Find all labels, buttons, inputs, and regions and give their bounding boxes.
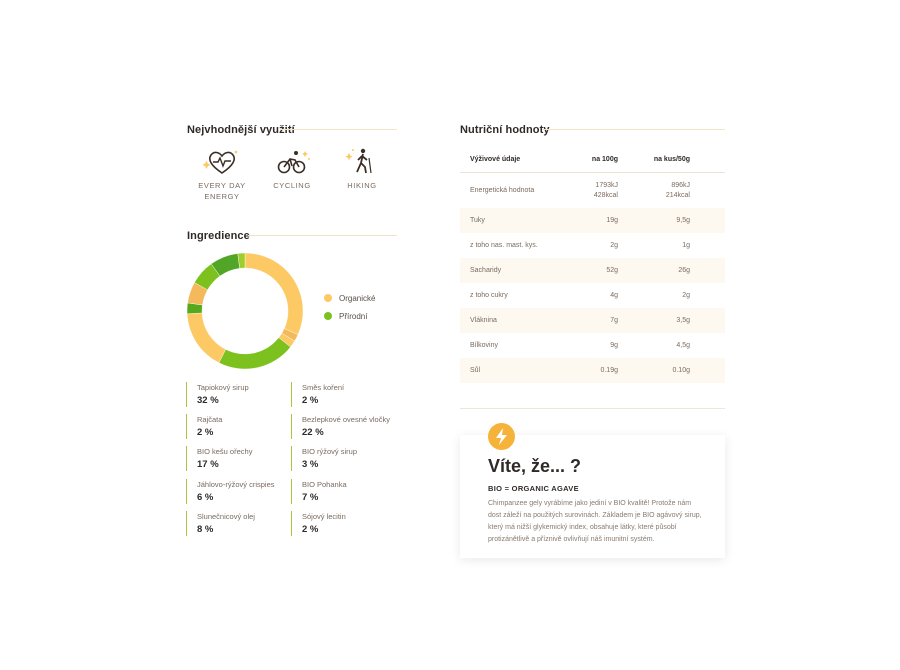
nutrition-row: Bílkoviny 9g 4,5g	[460, 333, 725, 358]
nutrition-row-kus: 26g	[678, 267, 690, 274]
cyclist-icon	[277, 151, 310, 174]
ingredient-item: Sójový lecitin 2 %	[291, 511, 346, 536]
nutrition-header-kus: na kus/50g	[653, 156, 690, 163]
ingredient-percent: 17 %	[197, 459, 219, 470]
ingredient-item: BIO rýžový sirup 3 %	[291, 446, 357, 471]
nutrition-row-kus: 896kJ	[671, 182, 690, 189]
ingredient-percent: 2 %	[197, 427, 214, 438]
ingredient-name: BIO Pohanka	[302, 480, 347, 489]
nutrition-row-kus: 3,5g	[676, 317, 690, 324]
legend-label-natural: Přírodní	[339, 312, 368, 321]
ingredient-name: Slunečnicový olej	[197, 512, 255, 521]
nutrition-row: z toho cukry 4g 2g	[460, 283, 725, 308]
nutrition-row: Sůl 0.19g 0.10g	[460, 358, 725, 383]
nutrition-row-100g: 9g	[610, 342, 618, 349]
usage-label-hiking: HIKING	[347, 181, 377, 190]
ingredient-percent: 7 %	[302, 492, 319, 503]
ingredient-item: Rajčata 2 %	[186, 414, 222, 439]
ingredient-name: Tapiokový sirup	[197, 383, 249, 392]
ingredient-percent: 6 %	[197, 492, 214, 503]
ingredients-title: Ingredience	[187, 230, 250, 242]
nutrition-row-100g: 52g	[606, 267, 618, 274]
nutrition-row-label: Energetická hodnota	[470, 187, 535, 194]
ingredient-name: Směs koření	[302, 383, 345, 392]
ingredient-item: BIO kešu ořechy 17 %	[186, 446, 252, 471]
legend-dot-natural	[324, 312, 332, 320]
nutrition-row-label: Vláknina	[470, 317, 497, 324]
nutrition-row-label: Sacharidy	[470, 267, 502, 274]
card-title: Víte, že... ?	[488, 456, 582, 476]
nutrition-row: Sacharidy 52g 26g	[460, 258, 725, 283]
lightning-icon	[488, 423, 515, 450]
nutrition-row-label: Sůl	[470, 367, 481, 374]
ingredients-rule	[248, 235, 397, 236]
nutrition-row-label: z toho nas. mast. kys.	[470, 242, 538, 249]
did-you-know-card: Víte, že... ? BIO = ORGANIC AGAVE Chimpa…	[460, 423, 725, 558]
ingredient-name: BIO rýžový sirup	[302, 447, 358, 456]
nutrition-row: Tuky 19g 9,5g	[460, 208, 725, 233]
ingredient-percent: 2 %	[302, 524, 319, 535]
ingredient-name: Sójový lecitin	[302, 512, 346, 521]
card-subtitle: BIO = ORGANIC AGAVE	[488, 484, 579, 493]
ingredient-item: BIO Pohanka 7 %	[291, 479, 347, 504]
donut-slice	[186, 312, 226, 364]
ingredient-item: Bezlepkové ovesné vločky 22 %	[291, 414, 390, 439]
nutrition-row-100g: 1793kJ	[595, 182, 618, 189]
usage-item-hiking: HIKING	[337, 147, 387, 191]
nutrition-row-label: z toho cukry	[470, 292, 508, 299]
nutrition-row-100g-kcal: 428kcal	[593, 192, 618, 199]
donut-slice	[237, 252, 246, 269]
nutrition-row-100g: 0.19g	[600, 367, 618, 374]
hiker-icon	[345, 148, 372, 174]
ingredient-percent: 2 %	[302, 395, 319, 406]
ingredient-percent: 32 %	[197, 395, 219, 406]
nutrition-row-100g: 7g	[610, 317, 618, 324]
nutrition-header-label: Výživové údaje	[470, 156, 521, 163]
ingredient-name: Rajčata	[197, 415, 223, 424]
nutrition-row-kus: 0.10g	[672, 367, 690, 374]
ingredient-percent: 8 %	[197, 524, 214, 535]
ingredient-name: BIO kešu ořechy	[197, 447, 253, 456]
usage-title: Nejvhodnější využití	[187, 124, 295, 136]
ingredient-item: Směs koření 2 %	[291, 382, 344, 407]
legend-label-organic: Organické	[339, 294, 376, 303]
heart-icon	[202, 150, 238, 174]
nutrition-row-kus: 1g	[682, 242, 690, 249]
usage-label-energy: EVERY DAY ENERGY	[198, 181, 246, 201]
nutrition-row-label: Tuky	[470, 217, 485, 224]
donut-slice	[244, 252, 304, 335]
nutrition-header-100g: na 100g	[591, 156, 618, 163]
ingredients-donut-chart	[186, 252, 304, 370]
nutrition-row-100g: 2g	[610, 242, 618, 249]
nutrition-row: Energetická hodnota 1793kJ 428kcal 896kJ…	[460, 174, 725, 207]
ingredient-percent: 3 %	[302, 459, 319, 470]
ingredient-name: Bezlepkové ovesné vločky	[302, 415, 390, 424]
nutrition-row-label: Bílkoviny	[470, 342, 499, 349]
ingredient-name: Jáhlovo-rýžový crispies	[197, 480, 275, 489]
nutrition-row-kus-kcal: 214kcal	[665, 192, 690, 199]
nutrition-header-row: Výživové údaje na 100g na kus/50g	[460, 148, 725, 173]
usage-rule	[280, 129, 397, 130]
card-body: Chimpanzee gely vyrábíme jako jediní v B…	[488, 500, 702, 543]
usage-item-cycling: CYCLING	[267, 147, 317, 191]
nutrition-row-100g: 19g	[606, 217, 618, 224]
nutrition-row-100g: 4g	[610, 292, 618, 299]
nutrition-rule	[542, 129, 725, 130]
legend-dot-organic	[324, 294, 332, 302]
ingredient-item: Tapiokový sirup 32 %	[186, 382, 249, 407]
usage-item-energy: EVERY DAY ENERGY	[197, 147, 247, 202]
nutrition-row-kus: 2g	[682, 292, 690, 299]
nutrition-row: Vláknina 7g 3,5g	[460, 308, 725, 333]
usage-label-cycling: CYCLING	[273, 181, 311, 190]
ingredient-percent: 22 %	[302, 427, 324, 438]
nutrition-row: z toho nas. mast. kys. 2g 1g	[460, 233, 725, 258]
section-divider	[460, 408, 725, 409]
donut-slice	[218, 337, 291, 370]
nutrition-title: Nutriční hodnoty	[460, 124, 550, 136]
ingredient-item: Slunečnicový olej 8 %	[186, 511, 255, 536]
ingredient-item: Jáhlovo-rýžový crispies 6 %	[186, 479, 275, 504]
nutrition-row-kus: 4,5g	[676, 342, 690, 349]
nutrition-row-kus: 9,5g	[676, 217, 690, 224]
